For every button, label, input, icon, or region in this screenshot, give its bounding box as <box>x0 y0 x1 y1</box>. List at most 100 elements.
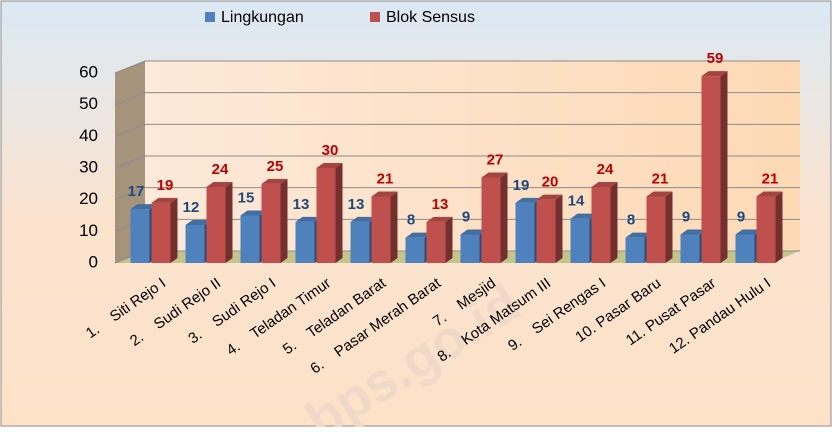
bar <box>515 202 535 263</box>
data-label: 24 <box>212 161 229 178</box>
bar-top <box>701 71 728 77</box>
data-label: 13 <box>293 196 310 213</box>
data-label: 13 <box>348 196 365 213</box>
bar <box>481 177 501 263</box>
data-label: 59 <box>707 50 724 67</box>
bar <box>185 225 205 263</box>
bar <box>701 76 721 264</box>
data-label: 20 <box>542 174 559 191</box>
bar-top <box>206 182 233 187</box>
y-tick-label: 60 <box>79 62 98 81</box>
data-label: 21 <box>762 170 779 187</box>
bar <box>350 221 370 263</box>
bar <box>735 234 755 263</box>
bar-top <box>426 216 453 222</box>
bar-top <box>515 197 542 203</box>
data-label: 21 <box>652 170 669 187</box>
data-label: 21 <box>377 170 394 187</box>
bar-top <box>646 191 673 197</box>
bar-side <box>610 182 618 263</box>
bar <box>570 218 590 263</box>
y-tick-label: 10 <box>79 221 98 240</box>
grid-line <box>114 92 800 106</box>
y-tick-label: 50 <box>79 94 98 113</box>
bar-side <box>170 197 178 263</box>
data-label: 12 <box>183 199 200 216</box>
y-tick-label: 0 <box>89 252 98 271</box>
bar <box>646 196 666 263</box>
bar-side <box>500 172 508 263</box>
bar <box>426 221 446 263</box>
data-label: 30 <box>322 142 339 159</box>
bar-side <box>225 182 233 263</box>
data-label: 27 <box>487 151 504 168</box>
bar-top <box>350 216 377 222</box>
bar-side <box>335 163 343 263</box>
bar-top <box>591 182 618 187</box>
grid-line <box>114 123 800 137</box>
bar <box>371 196 391 263</box>
bar-top <box>625 232 652 238</box>
bar <box>680 234 700 263</box>
legend-swatch <box>370 12 380 22</box>
data-label: 13 <box>432 196 449 213</box>
bar-top <box>185 220 212 225</box>
bar-top <box>151 197 178 203</box>
grid-line <box>114 60 800 74</box>
legend-label: Lingkungan <box>221 9 304 26</box>
bar-top <box>130 204 157 210</box>
grid-line <box>114 187 800 201</box>
bar <box>151 202 171 263</box>
bar-top <box>536 194 563 200</box>
bar <box>460 234 480 263</box>
data-label: 9 <box>682 208 690 225</box>
bar <box>591 187 611 263</box>
bar <box>130 209 150 263</box>
bar <box>756 196 776 263</box>
data-label: 9 <box>737 208 745 225</box>
bar-side <box>775 191 783 263</box>
bar-side <box>665 191 673 263</box>
bar-side <box>280 178 288 263</box>
bar-top <box>570 213 597 219</box>
data-label: 8 <box>407 212 415 229</box>
bar-top <box>240 210 267 216</box>
bar-top <box>371 191 398 197</box>
bar-top <box>261 178 288 184</box>
data-label: 15 <box>238 189 255 206</box>
bar <box>206 187 226 263</box>
y-tick-label: 40 <box>79 126 98 145</box>
bar-side <box>390 191 398 263</box>
data-label: 19 <box>157 177 174 194</box>
bar-top <box>295 216 322 222</box>
bar-side <box>445 216 453 263</box>
data-label: 25 <box>267 158 284 175</box>
bar <box>405 237 425 263</box>
bar-top <box>680 229 707 235</box>
data-label: 19 <box>513 177 530 194</box>
bar <box>625 237 645 263</box>
y-tick-label: 30 <box>79 157 98 176</box>
grid-line <box>114 155 800 169</box>
bar-top <box>735 229 762 235</box>
bar-top <box>756 191 783 197</box>
y-tick-label: 20 <box>79 189 98 208</box>
data-label: 8 <box>627 212 635 229</box>
data-label: 17 <box>128 183 145 200</box>
bar <box>536 199 556 263</box>
bar <box>261 183 281 263</box>
bar-top <box>460 229 487 235</box>
bar <box>240 215 260 263</box>
legend-label: Blok Sensus <box>386 9 475 26</box>
bar <box>295 221 315 263</box>
bar-top <box>316 163 343 168</box>
bar-top <box>405 232 432 238</box>
legend-swatch <box>205 12 215 22</box>
bar-side <box>555 194 563 263</box>
data-label: 14 <box>568 193 585 210</box>
data-label: 9 <box>462 208 470 225</box>
bar <box>316 168 336 263</box>
bar-top <box>481 172 508 178</box>
bar-side <box>720 71 728 264</box>
